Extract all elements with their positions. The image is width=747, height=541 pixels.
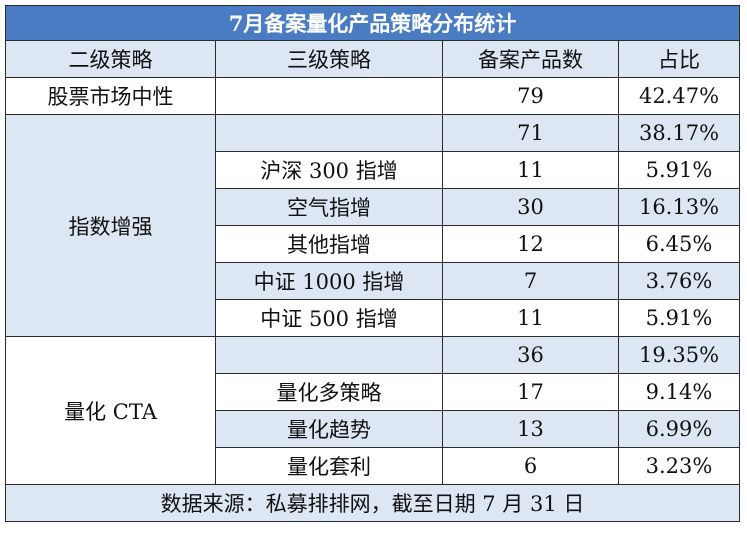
share-cell: 42.47% — [618, 77, 740, 115]
sub-strategy-cell: 空气指增 — [215, 188, 443, 226]
count-cell: 71 — [442, 114, 619, 152]
count-cell: 11 — [442, 299, 619, 337]
count-cell: 17 — [442, 373, 619, 411]
table-row: 空气指增 30 16.13% — [6, 188, 740, 226]
sub-strategy-cell: 量化套利 — [215, 447, 443, 485]
share-cell: 6.99% — [618, 410, 740, 448]
table-row: 沪深 300 指增 11 5.91% — [6, 151, 740, 189]
table-row: 股票市场中性 79 42.47% — [5, 77, 740, 115]
title-row: 7月备案量化产品策略分布统计 — [5, 5, 740, 41]
strategy-table: 7月备案量化产品策略分布统计 二级策略 三级策略 备案产品数 占比 股票市场中性… — [5, 5, 740, 522]
share-cell: 9.14% — [618, 373, 740, 411]
header-secondary-strategy: 二级策略 — [5, 40, 216, 78]
share-cell: 6.45% — [618, 225, 740, 263]
count-cell: 36 — [442, 336, 619, 374]
count-cell: 6 — [442, 447, 619, 485]
sub-strategy-cell: 中证 500 指增 — [215, 299, 443, 337]
group-name-quant-cta: 量化 CTA — [5, 336, 216, 485]
share-cell: 16.13% — [618, 188, 740, 226]
sub-strategy-cell: 量化多策略 — [215, 373, 443, 411]
group-name-index-enhanced: 指数增强 — [5, 114, 216, 337]
header-product-count: 备案产品数 — [442, 40, 619, 78]
header-share: 占比 — [618, 40, 740, 78]
table-row: 指数增强 71 38.17% — [5, 114, 740, 337]
count-cell: 13 — [442, 410, 619, 448]
table-row: 中证 1000 指增 7 3.76% — [6, 262, 740, 300]
table-row: 其他指增 12 6.45% — [6, 225, 740, 263]
share-cell: 5.91% — [618, 299, 740, 337]
sub-strategy-cell: 中证 1000 指增 — [215, 262, 443, 300]
count-cell: 11 — [442, 151, 619, 189]
group-name-market-neutral: 股票市场中性 — [5, 77, 216, 115]
sub-strategy-cell — [215, 336, 443, 374]
table-row: 中证 500 指增 11 5.91% — [6, 299, 740, 337]
table-row: 量化 CTA 36 19.35% — [5, 336, 740, 485]
table-row: 量化趋势 13 6.99% — [6, 410, 740, 448]
share-cell: 19.35% — [618, 336, 740, 374]
header-tertiary-strategy: 三级策略 — [215, 40, 443, 78]
sub-strategy-cell — [215, 77, 443, 115]
count-cell: 79 — [442, 77, 619, 115]
footer-row: 数据来源：私募排排网，截至日期 7 月 31 日 — [5, 484, 740, 522]
table-row: 量化套利 6 3.23% — [6, 447, 740, 485]
table-title: 7月备案量化产品策略分布统计 — [5, 5, 740, 41]
table-container: 7月备案量化产品策略分布统计 二级策略 三级策略 备案产品数 占比 股票市场中性… — [5, 5, 740, 532]
data-source-note: 数据来源：私募排排网，截至日期 7 月 31 日 — [5, 484, 740, 522]
header-row: 二级策略 三级策略 备案产品数 占比 — [5, 40, 740, 78]
table-row: 量化多策略 17 9.14% — [6, 373, 740, 411]
count-cell: 12 — [442, 225, 619, 263]
sub-strategy-cell — [215, 114, 443, 152]
count-cell: 7 — [442, 262, 619, 300]
count-cell: 30 — [442, 188, 619, 226]
sub-strategy-cell: 量化趋势 — [215, 410, 443, 448]
share-cell: 3.76% — [618, 262, 740, 300]
sub-strategy-cell: 其他指增 — [215, 225, 443, 263]
share-cell: 5.91% — [618, 151, 740, 189]
share-cell: 3.23% — [618, 447, 740, 485]
sub-strategy-cell: 沪深 300 指增 — [215, 151, 443, 189]
share-cell: 38.17% — [618, 114, 740, 152]
